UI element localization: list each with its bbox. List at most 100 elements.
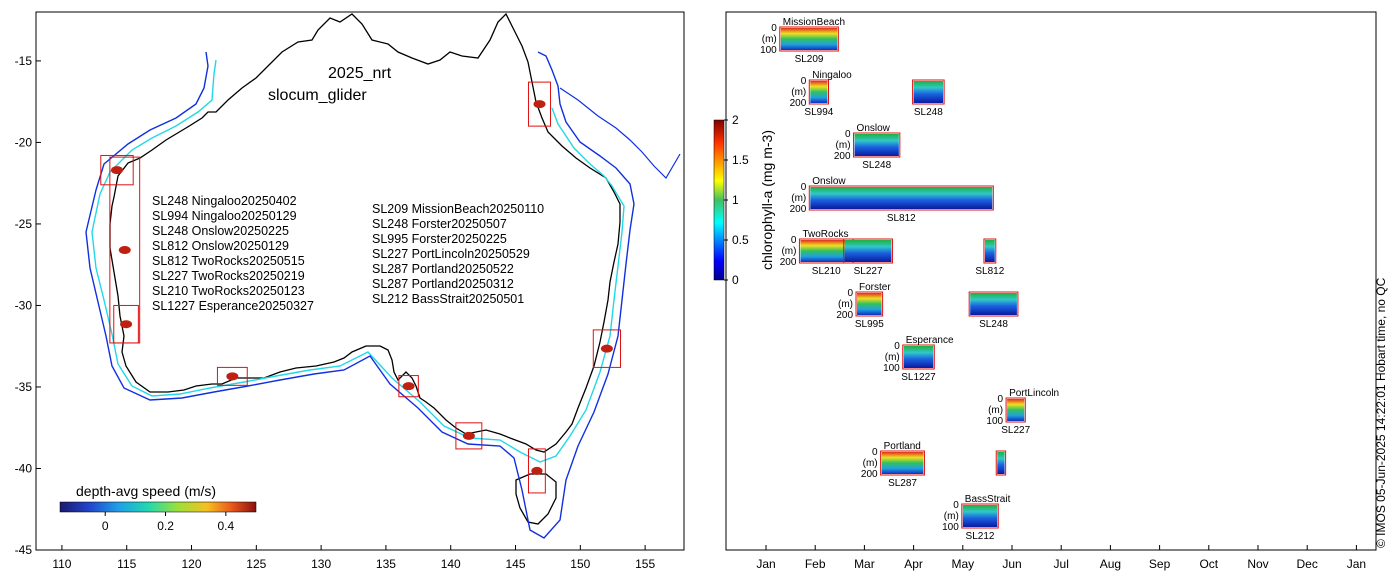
- deployment-entry: SL227 PortLincoln20250529: [372, 247, 530, 261]
- chlorophyll-section: [962, 505, 998, 527]
- month-tick-label: Jul: [1054, 557, 1069, 571]
- chlorophyll-colorbar-tick-label: 2: [732, 113, 739, 127]
- glider-label: SL812: [975, 266, 1004, 277]
- timeline-axes-frame: [725, 11, 1377, 551]
- section-box: [961, 503, 999, 529]
- depth-tick-top: 0: [801, 76, 807, 87]
- glider-track: [120, 320, 133, 329]
- glider-track: [402, 382, 415, 391]
- glider-label: SL248: [979, 319, 1008, 330]
- chlorophyll-section: [1007, 399, 1025, 421]
- deployment-entry: SL212 BassStrait20250501: [372, 292, 524, 306]
- deployment-box: [527, 81, 552, 127]
- depth-tick-bottom: 200: [790, 204, 807, 215]
- speed-colorbar: [59, 501, 257, 513]
- map-y-tick-label: -45: [15, 543, 33, 557]
- chlorophyll-colorbar-group: 0 0.5 1 1.5 2 chlorophyll-a (mg m-3): [713, 113, 775, 287]
- tasmania-coastline: [515, 473, 557, 525]
- map-x-tick-label: 130: [311, 557, 331, 571]
- deployment-entry: SL248 Onslow20250225: [152, 224, 289, 238]
- map-x-tick-label: 140: [441, 557, 461, 571]
- site-label: PortLincoln: [1009, 388, 1059, 399]
- map-x-tick-label: 115: [117, 557, 136, 571]
- glider-track: [531, 466, 543, 475]
- section-box: [1005, 397, 1026, 423]
- site-label: Esperance: [906, 335, 954, 346]
- section-box: [808, 185, 994, 211]
- section-box: [983, 238, 997, 264]
- chlorophyll-section: [984, 240, 995, 262]
- depth-unit-label: (m): [944, 511, 959, 522]
- depth-tick-top: 0: [791, 235, 797, 246]
- depth-tick-top: 0: [801, 182, 807, 193]
- map-y-tick-label: -35: [15, 380, 33, 394]
- depth-tick-top: 0: [894, 341, 900, 352]
- depth-unit-label: (m): [885, 352, 900, 363]
- depth-unit-label: (m): [836, 140, 851, 151]
- chlorophyll-section: [810, 81, 828, 103]
- section-box: [843, 238, 893, 264]
- deployment-box: [527, 448, 546, 494]
- depth-tick-bottom: 200: [861, 469, 878, 480]
- section-box: [968, 291, 1019, 317]
- glider-section-panel: TwoRocks SL210 0(m)200: [780, 229, 854, 277]
- deployment-entry: SL209 MissionBeach20250110: [372, 202, 544, 216]
- glider-section-panel: BassStrait SL212 0(m)100: [942, 494, 1010, 542]
- glider-section-panel: Esperance SL1227 0(m)100: [883, 335, 954, 383]
- section-box: [779, 26, 839, 52]
- map-subtitle: slocum_glider: [268, 87, 367, 104]
- chlorophyll-colorbar-tick-label: 1: [732, 193, 739, 207]
- map-y-tick-label: -25: [15, 217, 33, 231]
- site-label: Onslow: [857, 123, 891, 134]
- depth-tick-bottom: 200: [780, 257, 797, 268]
- speed-colorbar-tick-label: 0.2: [157, 519, 174, 533]
- glider-track: [111, 166, 123, 175]
- glider-track: [462, 431, 475, 440]
- map-y-tick-label: -20: [15, 135, 33, 149]
- depth-tick-bottom: 100: [760, 45, 777, 56]
- timeline-panel: MissionBeachSL2090(m)100NingalooSL9940(m…: [725, 11, 1377, 571]
- month-tick-label: Jun: [1002, 557, 1021, 571]
- map-panel: 2025_nrt slocum_glider SL248 Ningaloo202…: [15, 11, 685, 571]
- chlorophyll-section: [997, 452, 1005, 474]
- glider-label: SL227: [1001, 425, 1030, 436]
- map-y-tick-label: -30: [15, 298, 33, 312]
- depth-unit-label: (m): [838, 299, 853, 310]
- deployment-box: [113, 304, 139, 344]
- glider-label: SL248: [914, 107, 943, 118]
- chlorophyll-section: [903, 346, 934, 368]
- deployment-box: [592, 329, 621, 368]
- chlorophyll-section: [780, 28, 838, 50]
- chlorophyll-section: [854, 134, 899, 156]
- glider-section-panel: [995, 450, 1007, 476]
- footer-credit: © IMOS 05-Jun-2025 14:22:01 Hobart time,…: [1374, 277, 1388, 548]
- depth-tick-top: 0: [998, 394, 1004, 405]
- deployment-entry: SL812 Onslow20250129: [152, 239, 289, 253]
- map-x-tick-label: 155: [635, 557, 655, 571]
- map-x-tick-label: 135: [376, 557, 396, 571]
- chlorophyll-colorbar-tick-label: 0: [732, 273, 739, 287]
- section-box: [912, 79, 945, 105]
- glider-label: SL287: [888, 478, 917, 489]
- chlorophyll-colorbar-tick-label: 0.5: [732, 233, 749, 247]
- glider-label: SL995: [855, 319, 884, 330]
- depth-unit-label: (m): [791, 87, 806, 98]
- depth-tick-bottom: 100: [942, 522, 959, 533]
- depth-tick-top: 0: [845, 129, 851, 140]
- chlorophyll-colorbar: [713, 119, 725, 281]
- glider-section-panel: SL248: [912, 79, 945, 118]
- section-box: [853, 132, 901, 158]
- reef-outline: [559, 87, 681, 179]
- site-label: Forster: [859, 282, 891, 293]
- speed-colorbar-tick-label: 0.4: [218, 519, 235, 533]
- deployment-box: [455, 422, 483, 450]
- month-tick-label: Sep: [1149, 557, 1171, 571]
- month-tick-label: Mar: [854, 557, 875, 571]
- month-tick-label: Nov: [1247, 557, 1268, 571]
- speed-colorbar-tick-label: 0: [102, 519, 109, 533]
- month-tick-label: Apr: [904, 557, 923, 571]
- depth-tick-top: 0: [847, 288, 853, 299]
- deployment-entry: SL287 Portland20250312: [372, 277, 514, 291]
- map-title: 2025_nrt: [328, 65, 392, 82]
- site-label: BassStrait: [965, 494, 1011, 505]
